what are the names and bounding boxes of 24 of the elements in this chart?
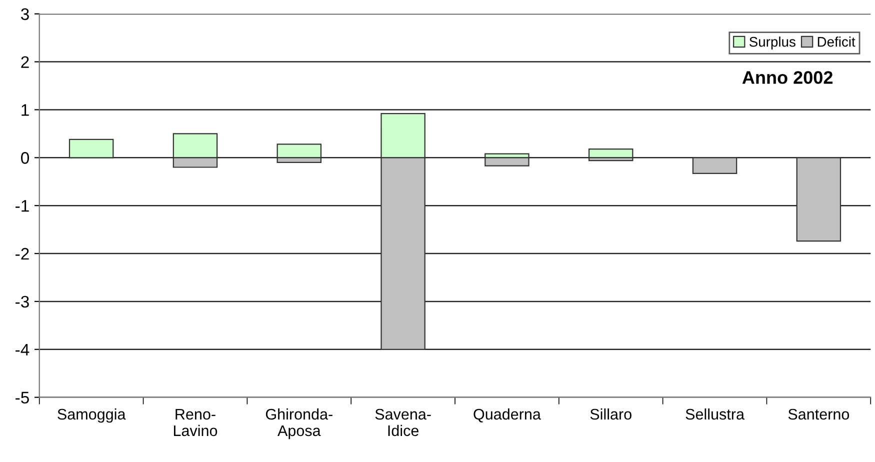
x-tick-label: Sillaro bbox=[590, 408, 632, 420]
legend-label: Deficit bbox=[818, 36, 856, 47]
bar bbox=[796, 157, 842, 242]
text: Anno 2002 bbox=[742, 71, 833, 84]
x-tick-label: Santerno bbox=[788, 408, 850, 420]
bar bbox=[68, 138, 114, 158]
x-tick-label: Sellustra bbox=[686, 408, 744, 420]
x-tick-label: Samoggia bbox=[58, 408, 126, 423]
y-tick-label: 2 bbox=[21, 56, 29, 68]
x-tick-label: Reno- Lavino bbox=[174, 408, 218, 436]
bar bbox=[692, 157, 738, 174]
x-tick-label: Savena- Idice bbox=[375, 408, 431, 436]
bar bbox=[484, 157, 530, 166]
y-tick-label: -4 bbox=[16, 344, 30, 356]
legend-label: Surplus bbox=[749, 36, 796, 50]
y-tick-label: -2 bbox=[16, 248, 29, 260]
x-tick-label: Quaderna bbox=[474, 408, 541, 422]
y-tick-label: -5 bbox=[16, 392, 29, 404]
y-tick-label: -3 bbox=[16, 296, 29, 308]
y-tick-label: 3 bbox=[21, 8, 29, 20]
x-tick-label: Ghironda- Aposa bbox=[266, 408, 332, 440]
y-tick-label: 0 bbox=[21, 152, 29, 164]
y-tick-label: 1 bbox=[22, 104, 29, 116]
y-tick-label: -1 bbox=[16, 200, 29, 212]
